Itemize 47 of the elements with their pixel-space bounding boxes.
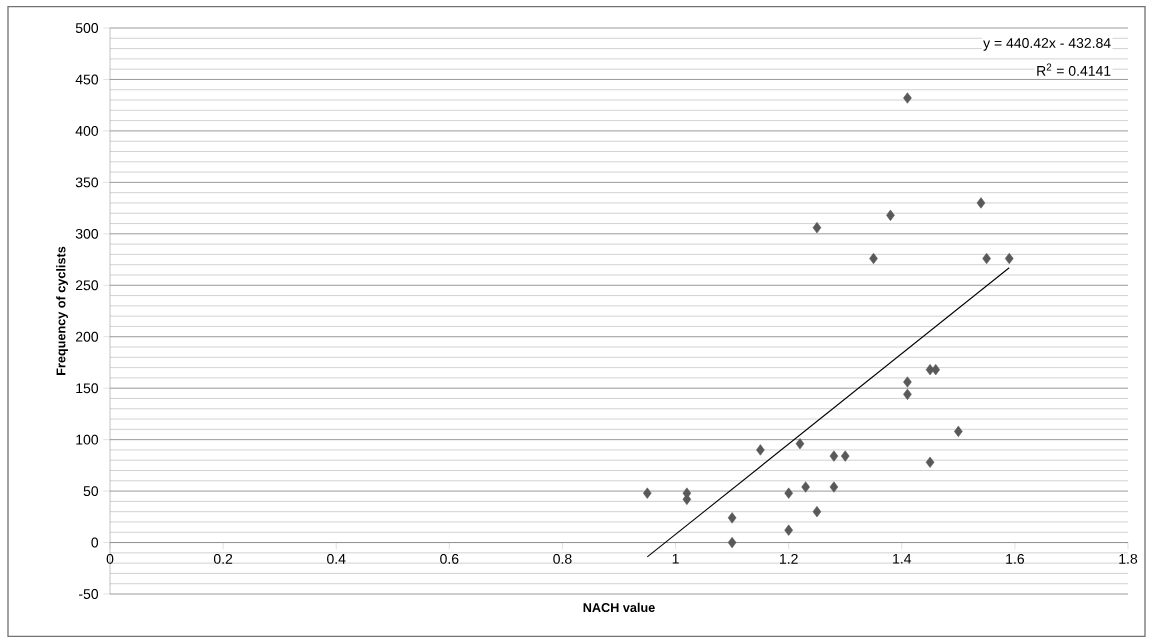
x-tick-label: 0.8	[553, 553, 572, 564]
point	[812, 506, 822, 518]
y-tick-label: 450	[75, 74, 99, 85]
y-tick-label: 500	[75, 23, 99, 33]
y-tick-label: 200	[75, 331, 99, 342]
x-tick-label: 1.4	[893, 553, 912, 564]
y-tick-label: 0	[91, 537, 99, 548]
y-tick-label: -50	[79, 589, 99, 599]
point	[784, 487, 793, 499]
point	[756, 444, 765, 456]
point	[886, 209, 895, 221]
point	[903, 92, 912, 104]
x-tick-label: 0.4	[327, 553, 346, 564]
y-tick-label: 100	[76, 434, 99, 445]
point	[903, 376, 912, 388]
point	[976, 197, 986, 209]
point	[829, 481, 839, 493]
point	[784, 524, 793, 536]
point	[931, 364, 940, 376]
annotation: R$^{2}$ = 0.4141	[1037, 63, 1111, 76]
x-tick-label: 0.2	[213, 553, 233, 564]
y-axis-title: Frequency of cyclists	[56, 246, 68, 375]
point	[840, 450, 850, 462]
point	[829, 450, 839, 462]
point	[812, 222, 822, 234]
x-tick-label: 0	[106, 553, 114, 564]
x-tick-label: 1.6	[1006, 553, 1025, 564]
point	[643, 487, 652, 499]
y-tick-label: 250	[75, 280, 99, 291]
x-axis-title: NACH value	[583, 602, 655, 613]
point	[795, 438, 805, 450]
annotation: y = 440.42x - 432.84	[983, 38, 1111, 51]
x-tick-label: 1.2	[780, 553, 798, 564]
x-tick-label: 0.6	[440, 553, 459, 564]
point	[1004, 252, 1014, 265]
y-tick-label: 350	[75, 177, 99, 188]
point	[801, 481, 810, 493]
y-tick-label: 400	[75, 125, 99, 136]
point	[903, 388, 912, 400]
y-tick-label: 50	[83, 486, 99, 497]
point	[727, 512, 737, 524]
point	[727, 536, 737, 549]
y-tick-label: 150	[76, 383, 99, 394]
y-tick-label: 300	[75, 228, 99, 239]
x-tick-label: 1.8	[1119, 553, 1138, 564]
x-tick-label: 1	[672, 553, 679, 564]
point	[925, 456, 935, 468]
